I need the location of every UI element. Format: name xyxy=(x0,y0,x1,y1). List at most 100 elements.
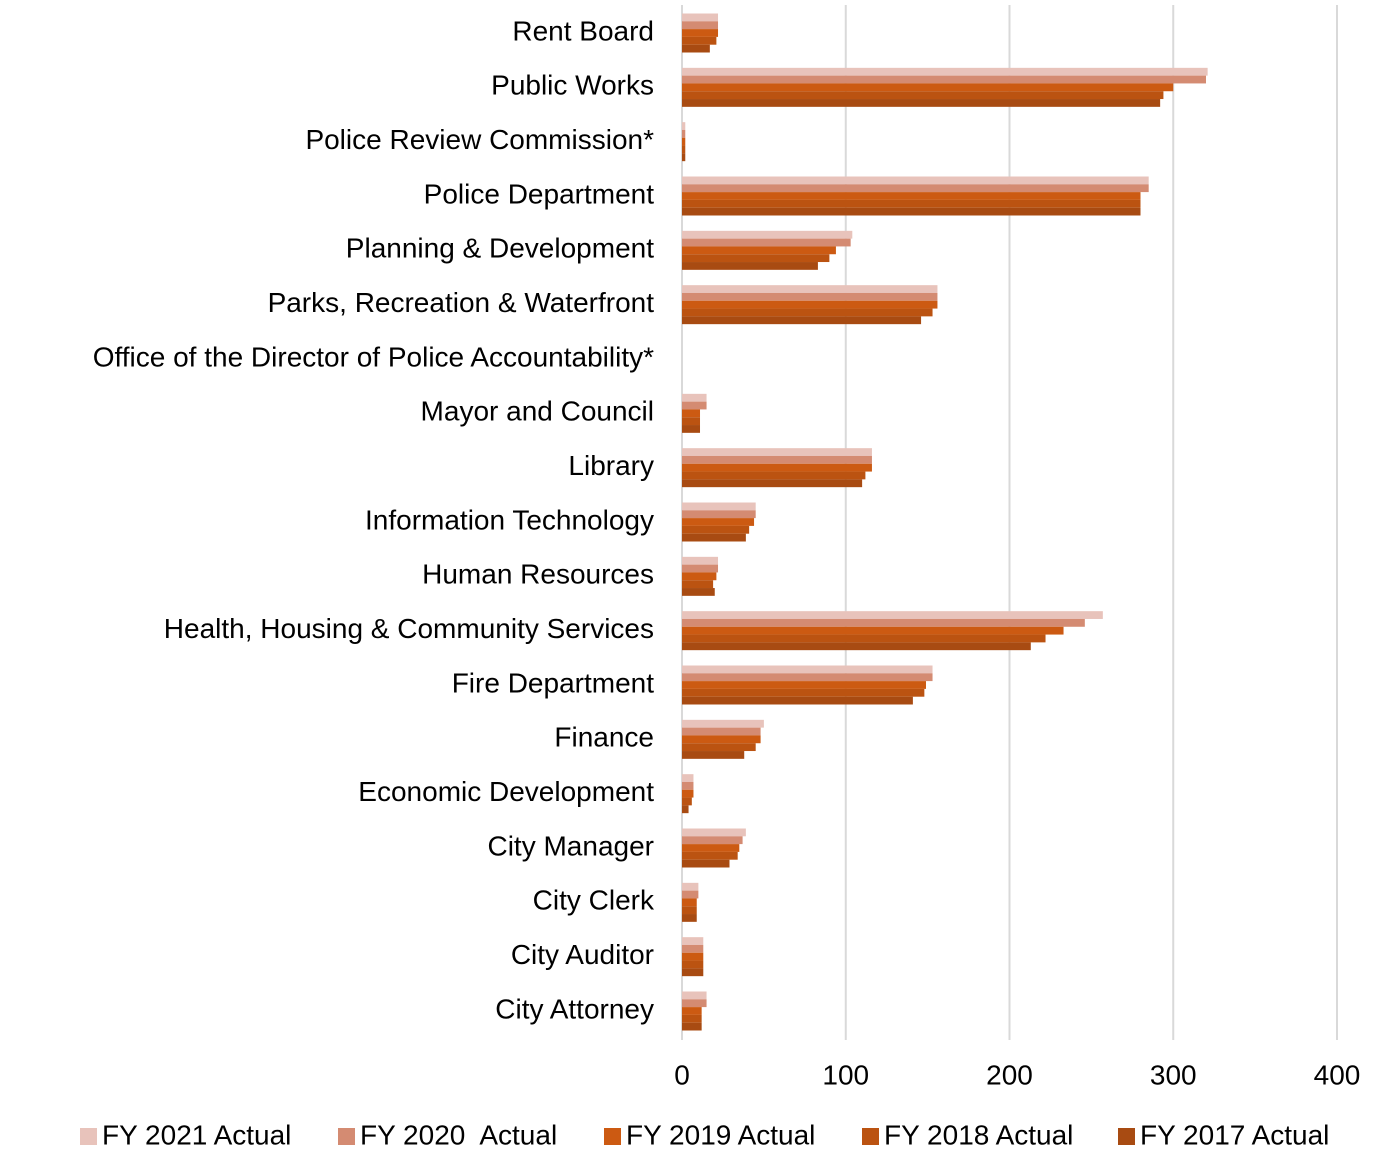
bar xyxy=(682,207,1141,216)
bar xyxy=(682,1022,702,1031)
y-tick-label: City Auditor xyxy=(511,939,654,970)
y-tick-label: Health, Housing & Community Services xyxy=(164,613,654,644)
bar xyxy=(682,417,701,426)
y-tick-label: Human Resources xyxy=(422,559,654,590)
bar xyxy=(682,1014,702,1023)
bar xyxy=(682,634,1046,643)
bar xyxy=(682,618,1085,627)
x-tick-label: 300 xyxy=(1150,1059,1197,1090)
bar xyxy=(682,882,699,891)
y-tick-label: Police Department xyxy=(424,178,655,209)
bar xyxy=(682,67,1208,76)
bar xyxy=(682,727,761,736)
y-tick-label: Parks, Recreation & Waterfront xyxy=(268,287,655,318)
legend-swatch xyxy=(338,1128,355,1145)
bar xyxy=(682,316,922,325)
bar xyxy=(682,122,686,130)
bar xyxy=(682,401,707,410)
bar xyxy=(682,502,756,511)
bar xyxy=(682,533,746,542)
bar xyxy=(682,681,926,689)
x-tick-label: 100 xyxy=(822,1059,869,1090)
legend-label: FY 2017 Actual xyxy=(1140,1119,1329,1150)
y-tick-label: Finance xyxy=(554,722,654,753)
bar xyxy=(682,176,1149,185)
bar xyxy=(682,688,925,697)
bar xyxy=(682,21,719,30)
bar xyxy=(682,859,730,868)
y-tick-label: Office of the Director of Police Account… xyxy=(93,341,654,372)
bar xyxy=(682,184,1149,193)
bar xyxy=(682,230,853,239)
bar xyxy=(682,463,872,472)
bar xyxy=(682,580,714,589)
bar xyxy=(682,44,710,53)
bar xyxy=(682,1007,702,1015)
bar xyxy=(682,968,704,977)
bar xyxy=(682,29,719,37)
legend-label: FY 2019 Actual xyxy=(626,1119,815,1150)
bar xyxy=(682,292,938,301)
bar xyxy=(682,611,1103,619)
legend-swatch xyxy=(862,1128,879,1145)
y-tick-label: Library xyxy=(568,450,654,481)
x-tick-label: 400 xyxy=(1314,1059,1361,1090)
bar xyxy=(682,262,818,270)
y-tick-label: City Manager xyxy=(487,830,654,861)
x-tick-label: 0 xyxy=(674,1059,690,1090)
bar xyxy=(682,300,938,309)
bar xyxy=(682,828,746,837)
bar xyxy=(682,735,761,744)
bar xyxy=(682,510,756,519)
bar xyxy=(682,91,1164,100)
bar xyxy=(682,409,701,418)
bar xyxy=(682,525,750,534)
bar xyxy=(682,960,704,969)
bar xyxy=(682,844,740,852)
y-tick-label: Economic Development xyxy=(358,776,654,807)
legend-swatch xyxy=(604,1128,621,1145)
legend-label: FY 2020 Actual xyxy=(360,1119,557,1150)
bar xyxy=(682,914,697,922)
legend-swatch xyxy=(1118,1128,1135,1145)
bar xyxy=(682,425,701,433)
bar xyxy=(682,471,866,480)
bar xyxy=(682,626,1064,635)
bar xyxy=(682,999,707,1008)
bar xyxy=(682,781,694,790)
bar xyxy=(682,192,1141,200)
bar xyxy=(682,83,1174,92)
y-tick-label: Information Technology xyxy=(365,504,654,535)
bar xyxy=(682,696,913,705)
bar xyxy=(682,789,694,798)
bar xyxy=(682,673,933,682)
bar xyxy=(682,890,699,899)
bar xyxy=(682,836,743,845)
bar xyxy=(682,898,697,907)
bar xyxy=(682,518,755,526)
y-tick-label: Rent Board xyxy=(512,15,654,46)
bar xyxy=(682,719,764,728)
bar xyxy=(682,642,1031,651)
bar xyxy=(682,588,715,596)
bar xyxy=(682,952,704,961)
x-tick-label: 200 xyxy=(986,1059,1033,1090)
y-tick-label: Public Works xyxy=(491,70,654,101)
bar xyxy=(682,797,692,806)
bar xyxy=(682,36,717,45)
bar xyxy=(682,13,719,22)
bar xyxy=(682,991,707,1000)
y-tick-label: City Attorney xyxy=(495,993,654,1024)
y-tick-label: Mayor and Council xyxy=(421,396,654,427)
bar xyxy=(682,556,719,565)
bar xyxy=(682,75,1206,84)
bar xyxy=(682,805,689,814)
bar xyxy=(682,743,756,752)
bar xyxy=(682,238,851,247)
bar xyxy=(682,851,738,860)
bar xyxy=(682,137,686,146)
bar xyxy=(682,479,863,488)
bar xyxy=(682,99,1161,107)
bar xyxy=(682,906,697,915)
